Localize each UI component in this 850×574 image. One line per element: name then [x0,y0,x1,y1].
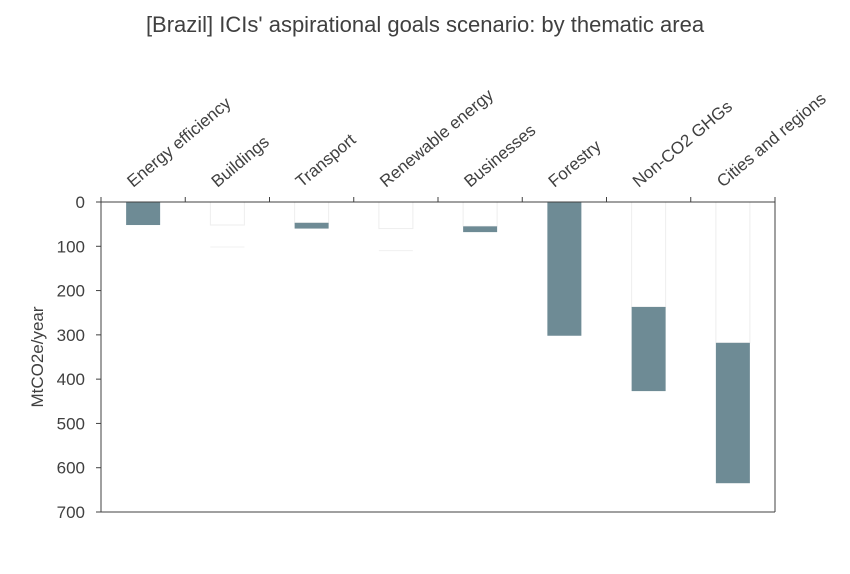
y-tick-label: 400 [57,370,85,389]
bar-guide [378,201,414,230]
bar-guide [631,201,667,308]
bar-businesses [463,226,498,233]
y-tick-label: 200 [57,282,85,301]
bar-energy-efficiency [126,202,161,226]
y-tick-label: 500 [57,414,85,433]
y-axis-label: MtCO2e/year [28,306,47,407]
y-tick-label: 300 [57,326,85,345]
y-tick-label: 100 [57,237,85,256]
bar-cities-and-regions [715,342,750,484]
x-tick-label: Businesses [460,121,539,191]
bar-guide [294,201,330,224]
bar-forestry [547,202,582,336]
bar-guide [462,201,498,227]
chart-title: [Brazil] ICIs' aspirational goals scenar… [145,12,705,37]
x-tick-label: Transport [292,130,360,191]
x-tick-label: Forestry [545,136,605,191]
bar-transport [294,222,329,229]
y-tick-label: 700 [57,503,85,522]
bar-guide [715,201,751,344]
bar-non-co2-ghgs [631,306,666,392]
bar-guide [209,201,245,226]
y-tick-label: 0 [76,193,85,212]
x-tick-label: Cities and regions [713,89,829,191]
y-tick-label: 600 [57,459,85,478]
x-tick-label: Buildings [208,132,273,191]
